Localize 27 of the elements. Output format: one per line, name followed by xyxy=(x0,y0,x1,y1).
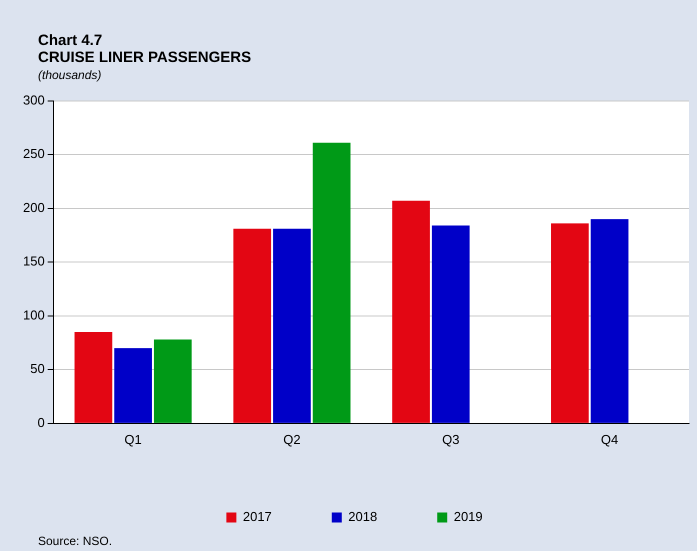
bar xyxy=(392,200,430,423)
x-tick-label: Q2 xyxy=(283,432,301,447)
bar xyxy=(312,142,350,423)
y-tick-label: 100 xyxy=(22,307,45,322)
y-tick-label: 200 xyxy=(22,200,45,215)
y-tick-label: 250 xyxy=(22,146,45,162)
bar xyxy=(590,219,628,423)
bar xyxy=(551,223,589,423)
chart-title: Chart 4.7 CRUISE LINER PASSENGERS xyxy=(38,32,252,66)
source-note: Source: NSO. xyxy=(38,534,112,548)
bar xyxy=(74,332,112,423)
legend-label: 2019 xyxy=(454,509,483,524)
y-tick-label: 150 xyxy=(22,254,45,269)
x-tick-label: Q3 xyxy=(442,432,460,447)
chart-subtitle: (thousands) xyxy=(38,68,102,82)
bar xyxy=(273,228,311,423)
y-tick-label: 50 xyxy=(30,361,45,376)
bar xyxy=(154,340,192,423)
legend-label: 2017 xyxy=(242,509,272,524)
x-tick-label: Q1 xyxy=(124,432,142,447)
bar xyxy=(432,226,470,423)
bar xyxy=(233,228,272,423)
legend-label: 2018 xyxy=(348,509,378,524)
x-tick-label: Q4 xyxy=(600,432,618,447)
y-tick-label: 0 xyxy=(37,414,45,430)
y-tick-label: 300 xyxy=(22,92,45,108)
bar xyxy=(114,348,152,423)
